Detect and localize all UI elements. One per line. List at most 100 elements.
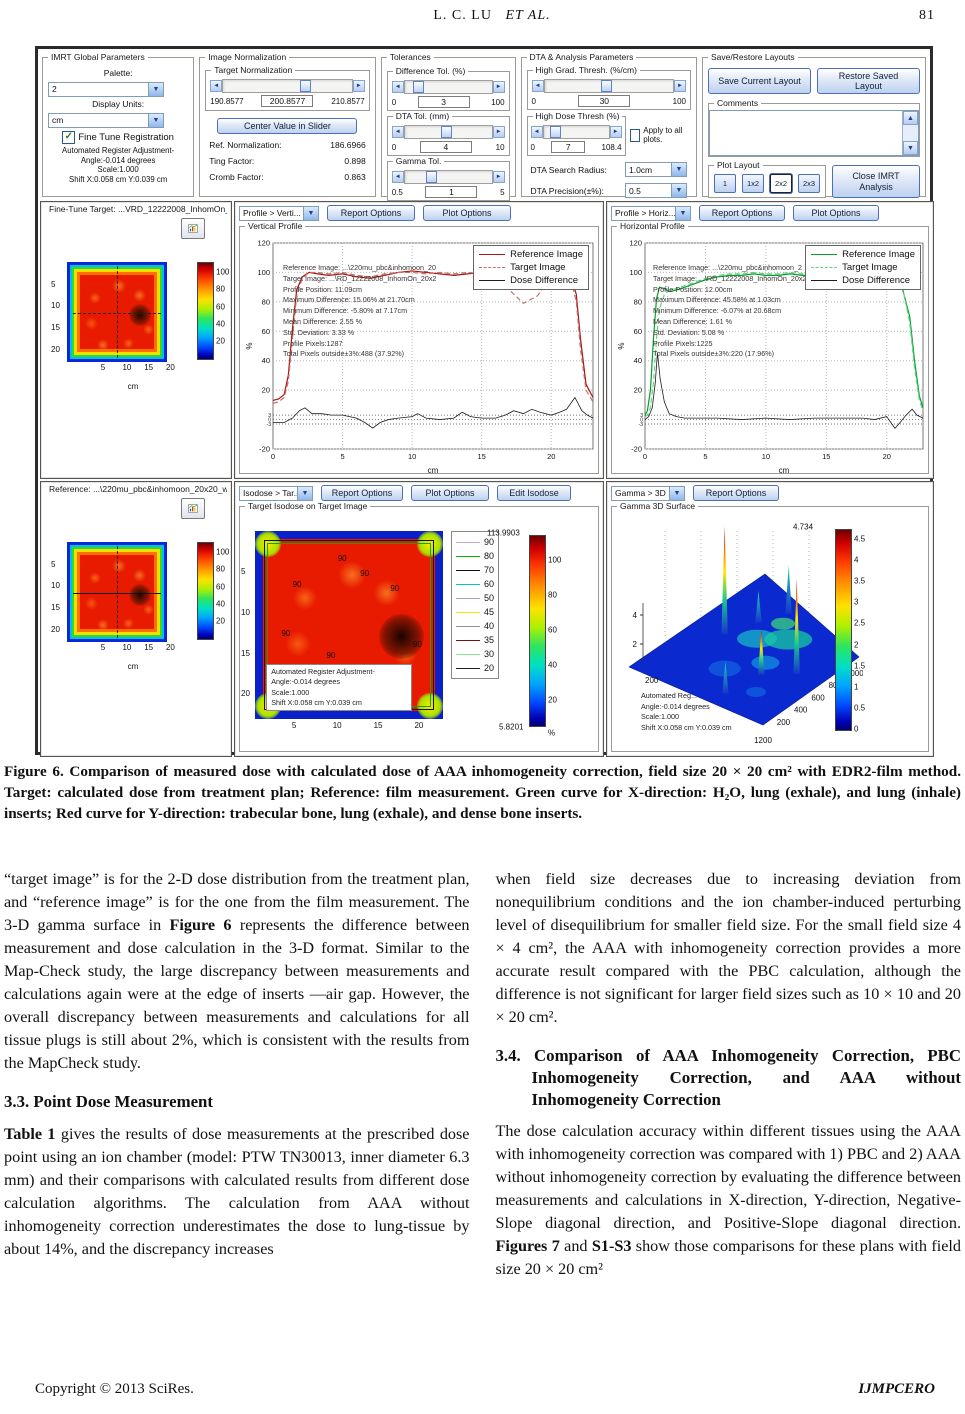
isodose-image[interactable]: 909090909090909090Automated Register Adj… bbox=[255, 531, 443, 719]
slider-track[interactable] bbox=[543, 79, 674, 93]
slider-track[interactable] bbox=[403, 170, 493, 184]
report-options-button[interactable]: Report Options bbox=[693, 485, 779, 501]
dta-search-radius-select[interactable]: 1.0cm ▼ bbox=[624, 162, 687, 177]
text-line: Angle:-0.014 degrees bbox=[641, 701, 710, 711]
slider-right-arrow[interactable]: ► bbox=[673, 80, 686, 92]
slider-right-arrow[interactable]: ► bbox=[352, 80, 365, 92]
chevron-down-icon[interactable]: ▼ bbox=[148, 113, 163, 127]
isodose-legend-row: 70 bbox=[456, 563, 494, 577]
tolerance-value-box[interactable]: 4 bbox=[419, 141, 472, 153]
colorbar-tick-label: 0 bbox=[854, 724, 859, 734]
report-options-button[interactable]: Report Options bbox=[321, 485, 403, 501]
grad-value-box[interactable]: 30 bbox=[578, 95, 631, 107]
tolerance-slider[interactable]: ◄ ► bbox=[391, 170, 505, 184]
slider-track[interactable] bbox=[403, 125, 493, 139]
chevron-down-icon[interactable]: ▼ bbox=[670, 184, 686, 197]
chevron-down-icon[interactable]: ▼ bbox=[303, 206, 318, 220]
profile-crosshair-v[interactable] bbox=[117, 546, 118, 638]
gamma-overlay-text: Automated Reg... Angle:-0.014 degrees Scal… bbox=[641, 691, 732, 734]
isodose-select[interactable]: Isodose > Tar... ▼ bbox=[239, 485, 313, 501]
fine-tune-checkbox[interactable]: ✓ bbox=[62, 131, 76, 144]
slider-track[interactable] bbox=[542, 125, 610, 139]
normalization-value-box[interactable]: 200.8577 bbox=[261, 95, 314, 107]
chevron-down-icon[interactable]: ▼ bbox=[675, 206, 690, 220]
report-chart-icon-button[interactable] bbox=[181, 218, 205, 239]
colorbar-tick-label: 60 bbox=[216, 302, 225, 312]
plot-options-button[interactable]: Plot Options bbox=[793, 205, 879, 221]
target-isodose-group: Target Isodose on Target Image 90 90 90 90 9… bbox=[239, 501, 599, 752]
scroll-up-icon[interactable]: ▲ bbox=[902, 111, 918, 125]
slider-left-arrow[interactable]: ◄ bbox=[210, 80, 223, 92]
slider-thumb[interactable] bbox=[601, 80, 613, 92]
report-options-button[interactable]: Report Options bbox=[327, 205, 415, 221]
colorbar-tick-label: 4.5 bbox=[854, 534, 866, 544]
slider-left-arrow[interactable]: ◄ bbox=[531, 80, 544, 92]
slider-thumb[interactable] bbox=[412, 81, 424, 93]
slider-right-arrow[interactable]: ► bbox=[609, 126, 622, 138]
slider-left-arrow[interactable]: ◄ bbox=[391, 81, 404, 93]
close-imrt-analysis-button[interactable]: Close IMRT Analysis bbox=[831, 165, 920, 198]
page-number: 81 bbox=[919, 8, 935, 23]
high-grad-slider[interactable]: ◄ ► bbox=[531, 79, 686, 93]
plot-layout-1-button[interactable]: 1 bbox=[713, 174, 736, 193]
series-dose-difference bbox=[644, 352, 924, 430]
plot-options-button[interactable]: Plot Options bbox=[411, 485, 489, 501]
dta-precision-select[interactable]: 0.5 ▼ bbox=[624, 183, 687, 198]
slider-thumb[interactable] bbox=[550, 126, 562, 138]
slider-thumb[interactable] bbox=[300, 80, 312, 92]
stat-line: Profile Pixels:1287 bbox=[283, 338, 343, 348]
plot-options-button[interactable]: Plot Options bbox=[423, 205, 511, 221]
slider-left-arrow[interactable]: ◄ bbox=[530, 126, 543, 138]
chevron-down-icon[interactable]: ▼ bbox=[669, 486, 684, 500]
chevron-down-icon[interactable]: ▼ bbox=[297, 486, 312, 500]
chevron-down-icon[interactable]: ▼ bbox=[148, 82, 163, 96]
tolerance-value-box[interactable]: 3 bbox=[417, 96, 470, 108]
slider-left-arrow[interactable]: ◄ bbox=[391, 171, 404, 183]
copyright: Copyright © 2013 SciRes. bbox=[35, 1381, 194, 1397]
save-current-layout-button[interactable]: Save Current Layout bbox=[707, 68, 811, 94]
comments-textarea[interactable]: ▲ ▼ bbox=[708, 110, 919, 156]
dose-value-box[interactable]: 7 bbox=[551, 141, 586, 153]
horizontal-profile-select[interactable]: Profile > Horiz... ▼ bbox=[611, 205, 691, 221]
gamma-3d-surface-chart[interactable]: 42120010008006004002002001200 bbox=[615, 517, 882, 749]
report-chart-icon-button[interactable] bbox=[181, 498, 205, 519]
target-normalization-group: Target Normalization ◄ ► 190.8577 200.85… bbox=[205, 65, 370, 111]
slider-thumb[interactable] bbox=[441, 126, 453, 138]
tolerance-slider[interactable]: ◄ ► bbox=[391, 125, 505, 139]
high-dose-slider[interactable]: ◄ ► bbox=[530, 125, 622, 139]
palette-select[interactable]: 2 ▼ bbox=[48, 81, 164, 97]
text-segment: The dose calculation accuracy within dif… bbox=[495, 1122, 962, 1233]
tolerance-slider[interactable]: ◄ ► bbox=[391, 80, 505, 94]
edit-isodose-button[interactable]: Edit Isodose bbox=[497, 485, 571, 501]
slider-right-arrow[interactable]: ► bbox=[492, 126, 505, 138]
report-options-button[interactable]: Report Options bbox=[699, 205, 785, 221]
chevron-down-icon[interactable]: ▼ bbox=[670, 163, 686, 176]
center-value-button[interactable]: Center Value in Slider bbox=[217, 118, 358, 134]
comments-scrollbar[interactable]: ▲ ▼ bbox=[901, 111, 918, 155]
profile-crosshair-v[interactable] bbox=[117, 266, 118, 358]
slider-right-arrow[interactable]: ► bbox=[492, 171, 505, 183]
group-title: Save/Restore Layouts bbox=[707, 52, 798, 62]
tolerance-value-box[interactable]: 1 bbox=[425, 186, 478, 198]
slider-right-arrow[interactable]: ► bbox=[492, 81, 505, 93]
plot-layout-1x2-button[interactable]: 1x2 bbox=[741, 174, 764, 193]
slider-track[interactable] bbox=[222, 79, 353, 93]
dose-image[interactable] bbox=[67, 262, 167, 362]
target-normalization-slider[interactable]: ◄ ► bbox=[210, 79, 365, 93]
slider-minmax-row: 0 3 100 bbox=[392, 96, 505, 108]
plot-layout-2x2-button[interactable]: 2x2 bbox=[769, 174, 792, 193]
scroll-down-icon[interactable]: ▼ bbox=[902, 141, 918, 155]
gamma-select[interactable]: Gamma > 3D ... ▼ bbox=[611, 485, 685, 501]
display-units-select[interactable]: cm ▼ bbox=[48, 112, 164, 128]
slider-track[interactable] bbox=[403, 80, 493, 94]
dose-image[interactable] bbox=[67, 542, 167, 642]
restore-saved-layout-button[interactable]: Restore Saved Layout bbox=[816, 68, 920, 94]
plot-layout-2x3-button[interactable]: 2x3 bbox=[797, 174, 820, 193]
apply-all-plots-checkbox[interactable] bbox=[629, 128, 641, 142]
slider-thumb[interactable] bbox=[425, 171, 437, 183]
display-units-label: Display Units: bbox=[92, 99, 145, 109]
slider-left-arrow[interactable]: ◄ bbox=[391, 126, 404, 138]
legend-row: Target Image bbox=[479, 261, 583, 274]
vertical-profile-select[interactable]: Profile > Verti... ▼ bbox=[239, 205, 319, 221]
